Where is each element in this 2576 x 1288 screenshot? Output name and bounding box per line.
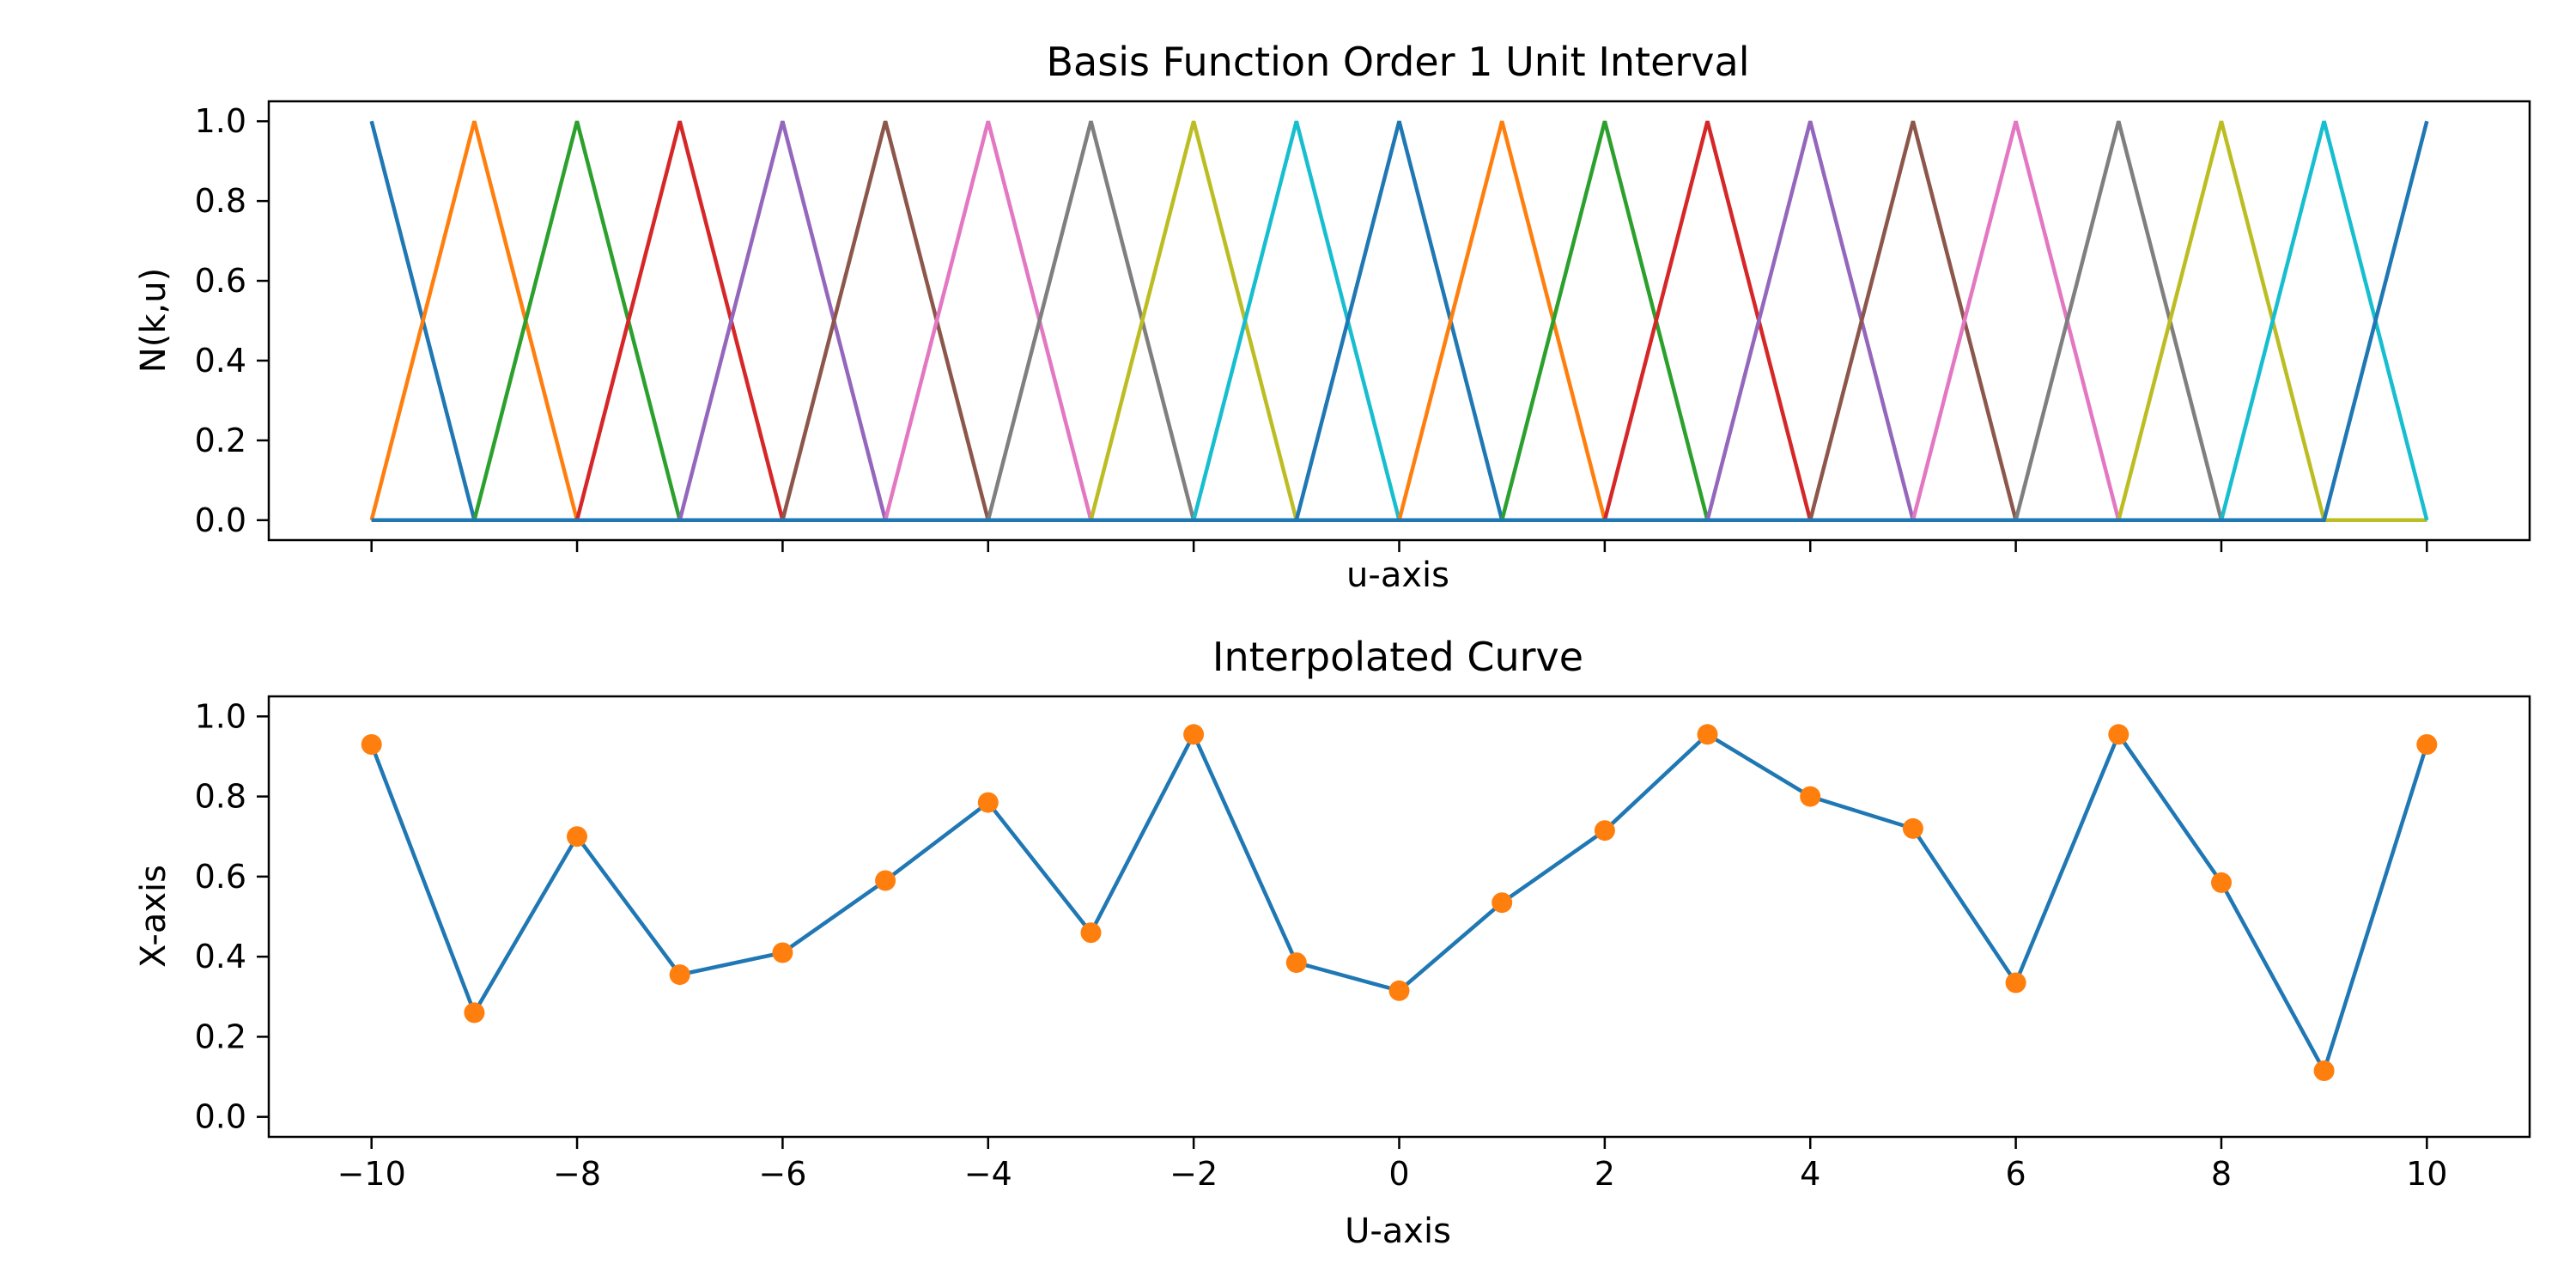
basis-function-line-15 <box>371 120 2427 523</box>
curve-point-2 <box>567 826 587 848</box>
basis-y-tick-label-3: 0.6 <box>195 262 246 300</box>
basis-function-line-8 <box>371 120 2427 523</box>
curve-point-15 <box>1902 817 1923 839</box>
basis-y-tick-label-0: 0.0 <box>195 501 246 539</box>
curve-point-0 <box>361 734 382 755</box>
basis-function-line-1 <box>369 120 2427 523</box>
basis-function-line-11 <box>371 120 2427 523</box>
curve-point-11 <box>1492 892 1513 914</box>
basis-x-axis-label: u-axis <box>1346 556 1449 595</box>
basis-function-line-0 <box>369 120 2427 523</box>
curve-point-8 <box>1183 724 1205 745</box>
basis-function-line-13 <box>371 120 2427 523</box>
curve-x-tick-label-10: 10 <box>2406 1155 2447 1193</box>
basis-y-tick-label-5: 1.0 <box>195 102 246 140</box>
curve-point-14 <box>1800 786 1821 807</box>
curve-point-18 <box>2211 872 2232 893</box>
basis-y-ticks: 0.0 0.2 0.4 0.6 0.8 1.0 <box>195 102 269 539</box>
curve-y-tick-label-2: 0.4 <box>195 938 246 975</box>
basis-function-line-2 <box>371 120 2427 523</box>
basis-y-tick-label-4: 0.8 <box>195 182 246 220</box>
interpolated-curve-axes: Interpolated Curve −10 −8 −6 −4 −2 0 2 4 6 8 10 0.… <box>134 634 2531 1251</box>
basis-function-line-5 <box>371 120 2427 523</box>
curve-x-tick-label-9: 8 <box>2211 1155 2232 1193</box>
basis-plot-frame <box>267 100 2531 542</box>
curve-x-tick-label-2: −6 <box>758 1155 806 1193</box>
curve-x-tick-label-1: −8 <box>553 1155 601 1193</box>
basis-function-line-4 <box>371 120 2427 523</box>
basis-function-line-14 <box>371 120 2427 523</box>
curve-point-20 <box>2416 734 2438 755</box>
curve-chart-title: Interpolated Curve <box>1212 634 1583 680</box>
curve-x-tick-label-7: 4 <box>1800 1155 1820 1193</box>
curve-plot-frame <box>267 695 2531 1139</box>
curve-x-tick-label-4: −2 <box>1170 1155 1218 1193</box>
basis-function-line-16 <box>371 120 2427 523</box>
basis-y-tick-label-2: 0.4 <box>195 342 246 380</box>
curve-point-4 <box>772 942 793 963</box>
curve-y-tick-label-3: 0.6 <box>195 858 246 896</box>
basis-function-line-17 <box>371 120 2427 523</box>
basis-function-axes: Basis Function Order 1 Unit Interval 0.0… <box>134 39 2531 595</box>
curve-point-19 <box>2313 1060 2335 1081</box>
basis-chart-title: Basis Function Order 1 Unit Interval <box>1046 39 1749 85</box>
basis-function-line-7 <box>371 120 2427 523</box>
curve-point-3 <box>669 964 690 986</box>
curve-point-1 <box>464 1002 485 1024</box>
curve-x-tick-label-8: 6 <box>2005 1155 2026 1193</box>
curve-y-tick-label-5: 1.0 <box>195 697 246 735</box>
basis-x-ticks <box>370 540 2428 552</box>
basis-function-line-12 <box>371 120 2427 523</box>
curve-point-5 <box>875 870 896 891</box>
curve-y-tick-label-4: 0.8 <box>195 778 246 816</box>
basis-function-line-3 <box>371 120 2427 523</box>
curve-point-7 <box>1080 922 1102 944</box>
basis-function-line-9 <box>371 120 2427 523</box>
curve-y-tick-label-0: 0.0 <box>195 1098 246 1136</box>
curve-y-ticks: 0.0 0.2 0.4 0.6 0.8 1.0 <box>195 697 269 1136</box>
curve-point-12 <box>1594 820 1615 841</box>
curve-point-9 <box>1285 952 1307 974</box>
curve-x-tick-label-3: −4 <box>964 1155 1012 1193</box>
curve-x-tick-label-0: −10 <box>337 1155 406 1193</box>
basis-y-axis-label: N(k,u) <box>134 268 173 373</box>
curve-x-tick-label-5: 0 <box>1388 1155 1409 1193</box>
curve-y-tick-label-1: 0.2 <box>195 1018 246 1055</box>
curve-x-tick-label-6: 2 <box>1595 1155 1615 1193</box>
basis-function-line-19 <box>371 120 2429 523</box>
curve-x-axis-label: U-axis <box>1345 1212 1451 1251</box>
curve-point-13 <box>1697 724 1718 745</box>
curve-y-axis-label: X-axis <box>134 865 173 968</box>
basis-y-tick-label-1: 0.2 <box>195 422 246 459</box>
curve-series-group <box>361 724 2438 1081</box>
curve-point-17 <box>2108 724 2129 745</box>
basis-series-group <box>369 120 2429 523</box>
basis-function-line-20 <box>371 120 2429 523</box>
basis-function-line-10 <box>371 120 2427 523</box>
curve-point-10 <box>1388 980 1410 1001</box>
curve-point-6 <box>977 792 999 813</box>
curve-point-16 <box>2005 972 2026 993</box>
basis-function-line-6 <box>371 120 2427 523</box>
curve-line <box>369 730 2429 1076</box>
curve-x-ticks: −10 −8 −6 −4 −2 0 2 4 6 8 10 <box>337 1137 2447 1193</box>
basis-function-line-18 <box>371 120 2427 523</box>
